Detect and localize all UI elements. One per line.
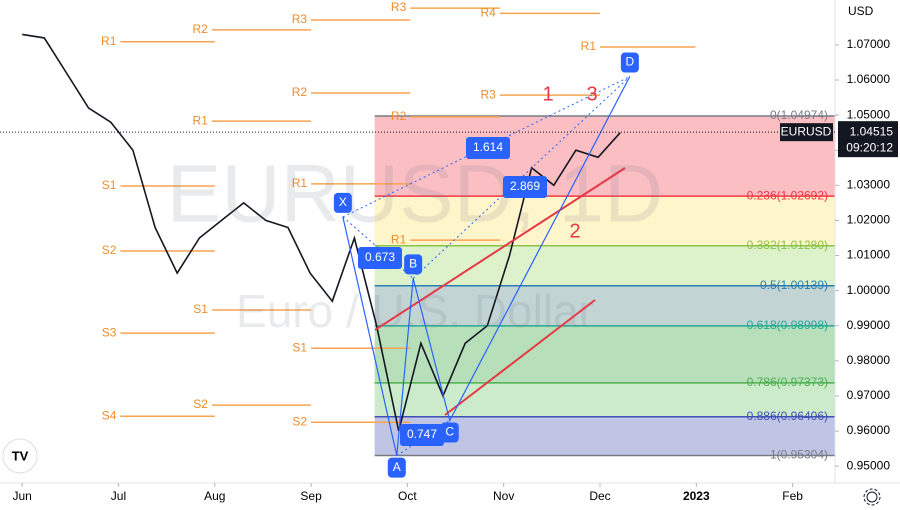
y-tick-label: 1.07000 <box>847 37 891 51</box>
pattern-point-box <box>440 422 459 443</box>
pattern-point-box <box>387 457 406 478</box>
pivot-label: S1 <box>193 302 208 316</box>
pattern-point-box <box>404 254 423 275</box>
pivot-label: R1 <box>581 39 597 53</box>
pattern-point-label: B <box>409 257 417 271</box>
y-tick-label: 1.06000 <box>847 72 891 86</box>
y-tick-label: 0.95000 <box>847 458 891 472</box>
x-tick-label: Nov <box>493 489 514 503</box>
pivot-label: R2 <box>391 109 407 123</box>
y-tick-label: 1.01000 <box>847 248 891 262</box>
fib-label: 0(1.04974) <box>770 108 828 122</box>
x-tick-label: Jul <box>111 489 126 503</box>
symbol-label: EURUSD <box>781 124 832 138</box>
pivot-label: R4 <box>481 6 497 20</box>
price-line <box>22 33 621 432</box>
price-label: 1.04515 <box>850 124 894 138</box>
pattern-point-label: D <box>626 55 635 69</box>
tv-logo: TV <box>2 438 38 474</box>
pivot-label: R1 <box>391 232 407 246</box>
channel-line <box>374 167 626 331</box>
y-tick-label: 1.05000 <box>847 107 891 121</box>
watermark-sub: Euro / U.S. Dollar <box>236 285 594 337</box>
fib-zone <box>374 116 835 197</box>
fib-label: 0.382(1.01280) <box>747 238 828 252</box>
pivot-label: S2 <box>292 414 307 428</box>
x-tick-label: Aug <box>204 489 225 503</box>
fib-label: 0.786(0.97373) <box>747 375 828 389</box>
wave-label: 2 <box>569 220 580 242</box>
ratio-label: 1.614 <box>473 140 503 154</box>
price-box <box>838 121 898 158</box>
y-tick-label: 0.97000 <box>847 388 891 402</box>
channel-line <box>444 299 596 416</box>
svg-text:TV: TV <box>12 448 29 463</box>
pivot-label: S2 <box>102 243 117 257</box>
y-tick-label: 1.00000 <box>847 283 891 297</box>
pivot-label: R1 <box>292 176 308 190</box>
pattern-ratio-line <box>412 76 631 279</box>
pivot-label: R3 <box>292 12 308 26</box>
pivot-label: R3 <box>481 87 497 101</box>
x-tick-label: Sep <box>300 489 322 503</box>
y-tick-label: 0.96000 <box>847 423 891 437</box>
y-tick-label: 0.99000 <box>847 318 891 332</box>
settings-icon[interactable] <box>863 488 881 506</box>
wave-label: 1 <box>542 83 553 105</box>
fib-label: 1(0.95304) <box>770 448 828 462</box>
fib-label: 0.5(1.00139) <box>760 278 828 292</box>
countdown: 09:20:12 <box>846 140 893 154</box>
pivot-label: S2 <box>193 397 208 411</box>
pivot-label: S1 <box>102 178 117 192</box>
x-tick-label: Dec <box>589 489 610 503</box>
pattern-point-label: C <box>445 425 454 439</box>
pattern-path <box>342 76 631 456</box>
fib-label: 0.618(0.98998) <box>747 318 828 332</box>
pivot-label: S3 <box>102 325 117 339</box>
pivot-label: R1 <box>193 113 209 127</box>
pivot-label: S1 <box>292 340 307 354</box>
pattern-point-box <box>333 192 352 213</box>
pivot-label: R1 <box>101 34 117 48</box>
fib-label: 0.236(1.02692) <box>747 188 828 202</box>
x-tick-label: 2023 <box>683 489 710 503</box>
ratio-box <box>466 137 510 159</box>
ratio-label: 2.869 <box>510 179 540 193</box>
fib-zone <box>374 325 835 383</box>
currency: USD <box>848 4 874 18</box>
symbol-box <box>780 123 833 142</box>
pattern-point-label: A <box>393 460 401 474</box>
ratio-label: 0.747 <box>407 427 437 441</box>
pivot-label: R3 <box>391 0 407 14</box>
fib-zone <box>374 196 835 246</box>
ratio-label: 0.673 <box>365 250 395 264</box>
x-tick-label: Jun <box>12 489 31 503</box>
fib-zone <box>374 285 835 326</box>
pattern-point-box <box>620 52 639 73</box>
pivot-label: R2 <box>292 85 308 99</box>
pivot-label: S4 <box>102 408 117 422</box>
ratio-box <box>503 176 547 198</box>
pattern-point-label: X <box>339 195 347 209</box>
x-tick-label: Feb <box>782 489 803 503</box>
y-tick-label: 0.98000 <box>847 353 891 367</box>
y-tick-label: 1.03000 <box>847 178 891 192</box>
fib-label: 0.886(0.96406) <box>747 409 828 423</box>
ratio-box <box>358 247 402 269</box>
y-tick-label: 1.02000 <box>847 213 891 227</box>
watermark: EURUSD, 1D <box>167 149 664 240</box>
x-tick-label: Oct <box>398 489 417 503</box>
ratio-box <box>400 424 444 446</box>
pivot-label: R2 <box>193 22 209 36</box>
wave-label: 3 <box>586 83 597 105</box>
fib-zone <box>374 245 835 286</box>
pattern-ratio-line <box>342 76 631 218</box>
